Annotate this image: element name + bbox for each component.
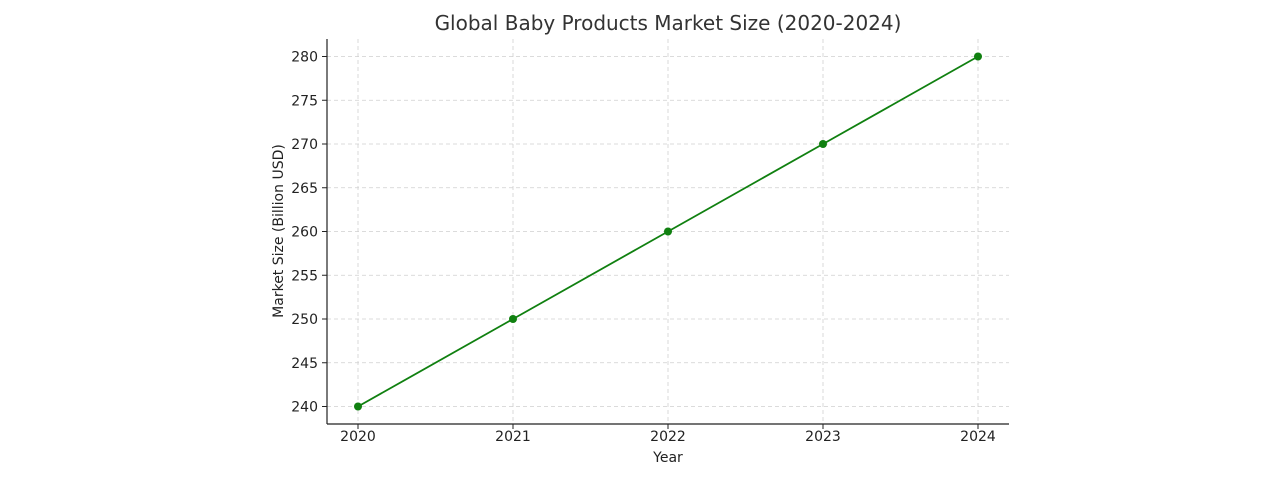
x-tick-label: 2023: [805, 429, 841, 445]
chart-title: Global Baby Products Market Size (2020-2…: [435, 11, 902, 35]
y-tick-label: 280: [291, 50, 318, 66]
y-tick-label: 260: [291, 225, 318, 241]
y-tick-label: 240: [291, 400, 318, 416]
data-point-2024: [974, 52, 982, 61]
y-tick-label: 255: [291, 268, 318, 284]
x-tick-label: 2020: [340, 429, 376, 445]
y-tick-label: 265: [291, 181, 318, 197]
x-tick-label: 2024: [960, 429, 996, 445]
y-tick-label: 250: [291, 312, 318, 328]
y-axis-ticks: 240 245 250 255 260 265 270 275 280: [291, 50, 327, 416]
y-tick-label: 275: [291, 93, 318, 109]
y-tick-label: 270: [291, 137, 318, 153]
series-layer: [354, 52, 982, 411]
y-axis-label: Market Size (Billion USD): [271, 144, 287, 318]
data-point-2023: [819, 140, 827, 148]
data-point-2021: [509, 315, 517, 323]
grid: [327, 39, 1009, 424]
x-axis-label: Year: [652, 450, 683, 466]
data-point-2020: [354, 402, 362, 411]
x-tick-label: 2022: [650, 429, 686, 445]
data-point-2022: [664, 227, 672, 236]
x-tick-label: 2021: [495, 429, 531, 445]
y-tick-label: 245: [291, 356, 318, 372]
x-axis-ticks: 2020 2021 2022 2023 2024: [340, 424, 996, 445]
